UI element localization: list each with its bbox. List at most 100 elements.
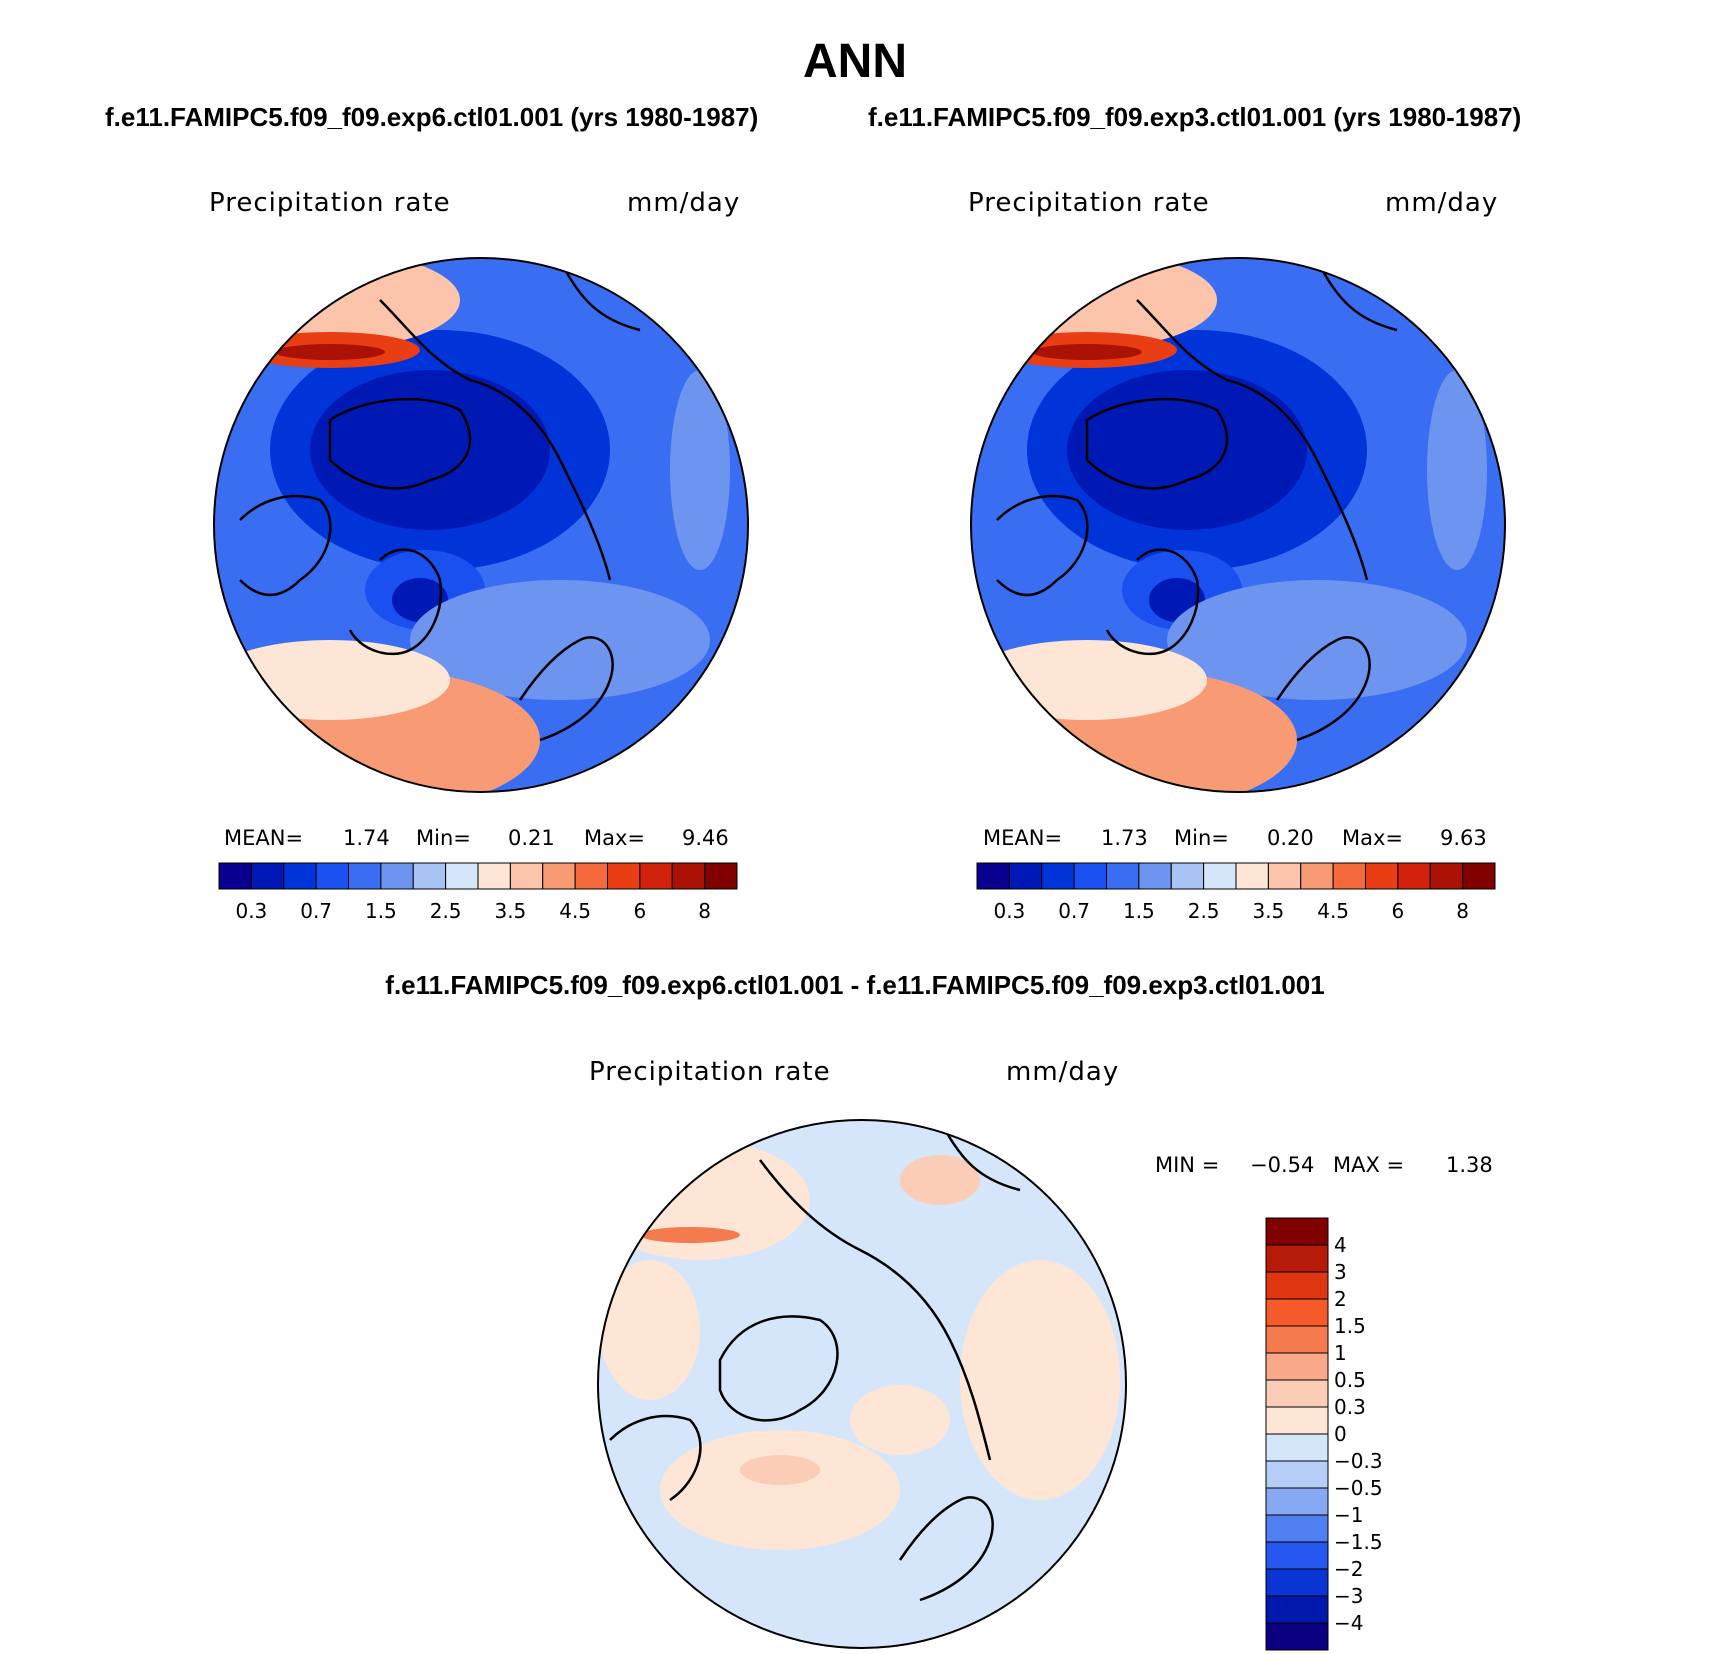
diff-colorbar-swatch	[1265, 1433, 1329, 1462]
panel-1-colorbar-tick-label: 3.5	[494, 899, 527, 923]
diff-colorbar-tick-label: 0.5	[1334, 1368, 1366, 1392]
panel-2-min-value: 0.20	[1267, 826, 1314, 850]
panel-2-colorbar-swatch	[1365, 862, 1399, 890]
panel-2-colorbar-swatch	[1397, 862, 1431, 890]
diff-colorbar-swatch	[1265, 1271, 1329, 1300]
panel-1-colorbar-swatch	[639, 862, 673, 890]
diff-min-value: −0.54	[1250, 1153, 1315, 1177]
panel-2-colorbar-swatch	[1106, 862, 1140, 890]
panel-2-colorbar-tick-label: 0.7	[1058, 899, 1091, 923]
panel-2-mean-label: MEAN=	[983, 826, 1063, 850]
panel-1-colorbar-swatch	[412, 862, 447, 890]
panel-2-colorbar-tick-label: 1.5	[1122, 899, 1155, 923]
diff-colorbar-swatch	[1265, 1568, 1329, 1597]
panel-2-colorbar-tick-label: 8	[1456, 899, 1469, 923]
panel-1-colorbar-tick-label: 8	[698, 899, 711, 923]
panel-1-mean-label: MEAN=	[224, 826, 304, 850]
panel-2-colorbar-swatch	[1041, 862, 1075, 890]
diff-colorbar-swatch	[1265, 1487, 1329, 1516]
panel-1-units-label: mm/day	[627, 188, 741, 218]
panel-1-colorbar-swatch	[250, 862, 285, 890]
panel-2-colorbar-tick-label: 0.3	[993, 899, 1026, 923]
panel-1-colorbar-tick-label: 2.5	[429, 899, 462, 923]
panel-1-max-value: 9.46	[682, 826, 729, 850]
panel-1-colorbar-tick-label: 4.5	[559, 899, 592, 923]
panel-2-units-label: mm/day	[1385, 188, 1499, 218]
panel-2-colorbar-swatch	[1235, 862, 1269, 890]
panel-2-colorbar-tick-label: 2.5	[1187, 899, 1220, 923]
panel-1-colorbar-swatch	[380, 862, 414, 890]
panel-1-case-title: f.e11.FAMIPC5.f09_f09.exp6.ctl01.001 (yr…	[105, 102, 759, 132]
panel-2-colorbar-swatch	[1300, 862, 1334, 890]
panel-1-colorbar-swatch	[671, 862, 706, 890]
diff-colorbar-tick-label: −0.3	[1334, 1449, 1383, 1473]
panel-2-colorbar-swatch	[1429, 862, 1464, 890]
panel-1-colorbar-swatch	[348, 862, 382, 890]
panel-1-colorbar-swatch	[477, 862, 511, 890]
figure-title: ANN	[803, 35, 907, 88]
panel-2-colorbar-swatch	[1203, 862, 1237, 890]
panel-1-mean-value: 1.74	[343, 826, 390, 850]
diff-colorbar-tick-label: −3	[1334, 1584, 1364, 1608]
diff-colorbar-swatch	[1265, 1217, 1329, 1246]
diff-colorbar-tick-label: 4	[1334, 1233, 1347, 1257]
panel-1-colorbar-swatch	[218, 862, 252, 890]
diff-colorbar-swatch	[1265, 1460, 1329, 1489]
diff-variable-label: Precipitation rate	[589, 1057, 831, 1087]
panel-1-colorbar-swatch	[542, 862, 576, 890]
panel-1-min-label: Min=	[416, 826, 471, 850]
panel-2-max-value: 9.63	[1440, 826, 1487, 850]
diff-max-label: MAX =	[1333, 1153, 1405, 1177]
panel-2-colorbar-swatch	[1462, 862, 1496, 890]
diff-colorbar-swatch	[1265, 1595, 1329, 1624]
diff-colorbar-tick-label: −2	[1334, 1557, 1364, 1581]
panel-2-colorbar-tick-label: 6	[1391, 899, 1405, 923]
panel-1-polar-map	[213, 257, 749, 793]
panel-2-min-label: Min=	[1174, 826, 1229, 850]
diff-colorbar-tick-label: 3	[1334, 1260, 1347, 1284]
diff-colorbar-swatch	[1265, 1325, 1329, 1354]
panel-1-colorbar-tick-label: 1.5	[364, 899, 397, 923]
diff-case-title: f.e11.FAMIPC5.f09_f09.exp6.ctl01.001 - f…	[385, 970, 1325, 1000]
panel-2-colorbar-swatch	[1170, 862, 1205, 890]
panel-2-mean-value: 1.73	[1101, 826, 1148, 850]
panel-1-colorbar-swatch	[315, 862, 349, 890]
panel-1-colorbar-tick-label: 6	[633, 899, 647, 923]
panel-2-colorbar-tick-label: 3.5	[1252, 899, 1285, 923]
panel-2-case-title: f.e11.FAMIPC5.f09_f09.exp3.ctl01.001 (yr…	[868, 102, 1522, 132]
panel-1-colorbar-swatch	[445, 862, 479, 890]
panel-1-colorbar-swatch	[704, 862, 738, 890]
diff-colorbar-swatch	[1265, 1622, 1329, 1651]
panel-1-max-label: Max=	[584, 826, 646, 850]
panel-2-colorbar	[976, 862, 1496, 890]
diff-colorbar-tick-label: 1	[1334, 1341, 1347, 1365]
panel-2-colorbar-tick-label: 4.5	[1317, 899, 1350, 923]
diff-colorbar-swatch	[1265, 1244, 1329, 1273]
panel-1-colorbar-swatch	[574, 862, 608, 890]
panel-2-colorbar-swatch	[1267, 862, 1302, 890]
panel-1-colorbar-tick-label: 0.7	[300, 899, 333, 923]
diff-colorbar-swatch	[1265, 1352, 1329, 1381]
diff-min-label: MIN =	[1155, 1153, 1220, 1177]
panel-1-variable-label: Precipitation rate	[209, 188, 451, 218]
diff-colorbar	[1265, 1217, 1329, 1651]
diff-colorbar-tick-label: 0	[1334, 1422, 1347, 1446]
diff-colorbar-tick-label: −1.5	[1334, 1530, 1383, 1554]
diff-colorbar-tick-label: −0.5	[1334, 1476, 1383, 1500]
diff-colorbar-tick-label: −1	[1334, 1503, 1364, 1527]
panel-1-min-value: 0.21	[508, 826, 555, 850]
diff-colorbar-swatch	[1265, 1541, 1329, 1570]
diff-colorbar-swatch	[1265, 1406, 1329, 1435]
diff-max-value: 1.38	[1446, 1153, 1493, 1177]
diff-units-label: mm/day	[1006, 1057, 1120, 1087]
panel-2-colorbar-swatch	[1138, 862, 1172, 890]
diff-colorbar-tick-label: 1.5	[1334, 1314, 1366, 1338]
diff-colorbar-swatch	[1265, 1514, 1329, 1543]
diff-colorbar-tick-label: 0.3	[1334, 1395, 1366, 1419]
panel-2-variable-label: Precipitation rate	[968, 188, 1210, 218]
diff-colorbar-swatch	[1265, 1379, 1329, 1408]
diff-colorbar-tick-label: −4	[1334, 1611, 1364, 1635]
panel-2-colorbar-swatch	[976, 862, 1010, 890]
panel-1-colorbar-tick-label: 0.3	[235, 899, 268, 923]
